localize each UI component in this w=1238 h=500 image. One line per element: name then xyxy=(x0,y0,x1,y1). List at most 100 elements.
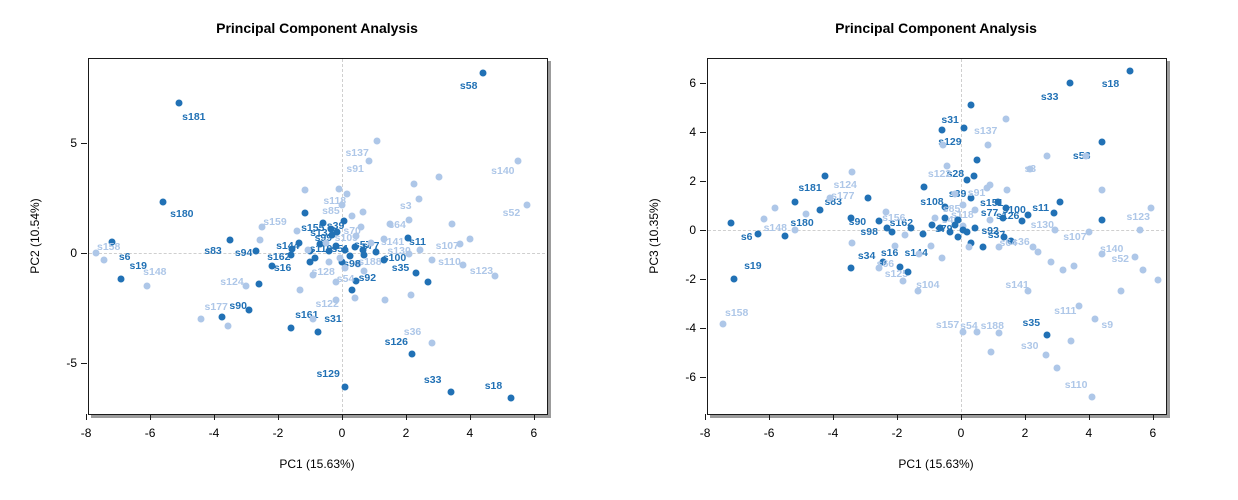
data-point-s77 xyxy=(359,246,367,254)
data-point-s98 xyxy=(888,228,896,236)
data-point xyxy=(407,291,415,299)
x-axis-tick xyxy=(86,414,88,420)
point-label-s118: s118 xyxy=(950,209,974,222)
data-point-s188 xyxy=(354,260,362,268)
data-point xyxy=(1098,186,1106,194)
data-point xyxy=(351,294,359,302)
x-axis-tick-label: 2 xyxy=(402,426,410,440)
data-point-s100 xyxy=(1024,211,1032,219)
data-point-s54 xyxy=(332,278,340,286)
point-label-s36: s36 xyxy=(1012,235,1030,248)
data-point-s34 xyxy=(847,264,855,272)
data-point-s148 xyxy=(760,215,768,223)
data-point xyxy=(466,235,474,243)
data-point-s159 xyxy=(258,223,266,231)
x-axis-tick xyxy=(1024,414,1026,420)
data-point xyxy=(931,214,939,222)
x-axis-tick-label: 0 xyxy=(957,426,965,440)
data-point-s98 xyxy=(338,258,346,266)
data-point-s140 xyxy=(514,157,522,165)
data-point xyxy=(322,239,330,247)
data-point xyxy=(965,243,973,251)
point-label-s58: s58 xyxy=(1073,151,1091,162)
point-label-s3: s3 xyxy=(399,199,412,212)
data-point xyxy=(847,214,855,222)
data-point-s100 xyxy=(380,256,388,264)
data-point xyxy=(920,183,928,191)
point-label-s123: s123 xyxy=(469,264,494,277)
data-point-s104 xyxy=(914,287,922,295)
data-point xyxy=(963,228,971,236)
left-plot-title: Principal Component Analysis xyxy=(216,20,418,36)
y-axis-title: PC2 (10.54%) xyxy=(28,197,42,274)
data-point xyxy=(1067,337,1075,345)
point-label-s66: s66 xyxy=(876,257,895,270)
data-point-s83 xyxy=(816,206,824,214)
y-axis-tick-label: 2 xyxy=(689,173,696,188)
data-point xyxy=(1003,186,1011,194)
y-axis-tick-label: -2 xyxy=(685,271,696,286)
point-label-s100: s100 xyxy=(1002,204,1026,217)
data-point xyxy=(864,194,872,202)
y-axis-tick xyxy=(81,363,87,365)
x-axis-tick xyxy=(833,414,834,420)
point-label-s54: s54 xyxy=(960,319,978,332)
point-label-s64: s64 xyxy=(999,236,1018,249)
y-axis-tick xyxy=(81,142,87,144)
point-label-s11: s11 xyxy=(1032,201,1050,214)
point-label-s52: s52 xyxy=(1111,252,1130,265)
data-point-s11 xyxy=(404,234,411,242)
point-label-s16: s16 xyxy=(273,261,292,274)
data-point-s58 xyxy=(479,69,487,77)
x-axis-tick-label: -6 xyxy=(144,426,156,440)
data-point-s52 xyxy=(1131,253,1139,261)
y-axis-tick xyxy=(700,278,706,280)
data-point xyxy=(959,226,967,234)
point-label-s141: s141 xyxy=(1005,278,1029,291)
data-point xyxy=(1026,165,1034,173)
data-point xyxy=(915,250,923,258)
point-label-s108: s108 xyxy=(920,195,944,208)
x-axis-tick xyxy=(341,414,343,420)
data-point xyxy=(946,228,954,236)
data-point-s107 xyxy=(1085,228,1093,236)
data-point-s52 xyxy=(523,201,531,209)
data-point-s157 xyxy=(959,328,967,336)
x-axis-tick-label: 0 xyxy=(338,426,346,440)
data-point xyxy=(1059,266,1067,274)
data-point xyxy=(951,221,959,229)
data-point-s118 xyxy=(971,206,979,214)
x-axis-tick xyxy=(769,414,771,420)
data-point-s85 xyxy=(338,201,346,209)
x-axis-tick xyxy=(150,414,152,420)
point-label-s100: s100 xyxy=(382,251,407,264)
point-label-s109: s109 xyxy=(334,232,359,245)
data-point xyxy=(346,252,354,260)
data-point xyxy=(448,220,456,228)
point-label-s28: s28 xyxy=(946,167,965,180)
point-label-s39: s39 xyxy=(326,219,345,232)
data-point xyxy=(1136,226,1144,234)
data-point-s31 xyxy=(960,124,968,132)
data-point xyxy=(791,226,799,234)
point-label-s79: s79 xyxy=(934,223,953,236)
data-point xyxy=(336,254,344,262)
point-label-s92: s92 xyxy=(358,271,377,284)
data-point-s35 xyxy=(1043,331,1051,339)
data-point xyxy=(1098,216,1106,224)
x-axis-tick xyxy=(896,414,898,420)
data-point-s91 xyxy=(365,157,373,165)
point-label-s140: s140 xyxy=(1099,243,1124,256)
data-point xyxy=(994,198,1002,206)
y-axis-tick xyxy=(700,229,706,231)
y-axis-tick xyxy=(700,82,706,84)
data-point-s124 xyxy=(848,168,856,176)
y-axis-tick xyxy=(81,252,87,254)
data-point-s144 xyxy=(295,239,303,247)
data-point-s70 xyxy=(357,223,365,231)
point-label-s83: s83 xyxy=(824,196,842,209)
data-point xyxy=(410,180,418,188)
data-point xyxy=(256,236,264,244)
point-label-s158: s158 xyxy=(96,240,121,253)
